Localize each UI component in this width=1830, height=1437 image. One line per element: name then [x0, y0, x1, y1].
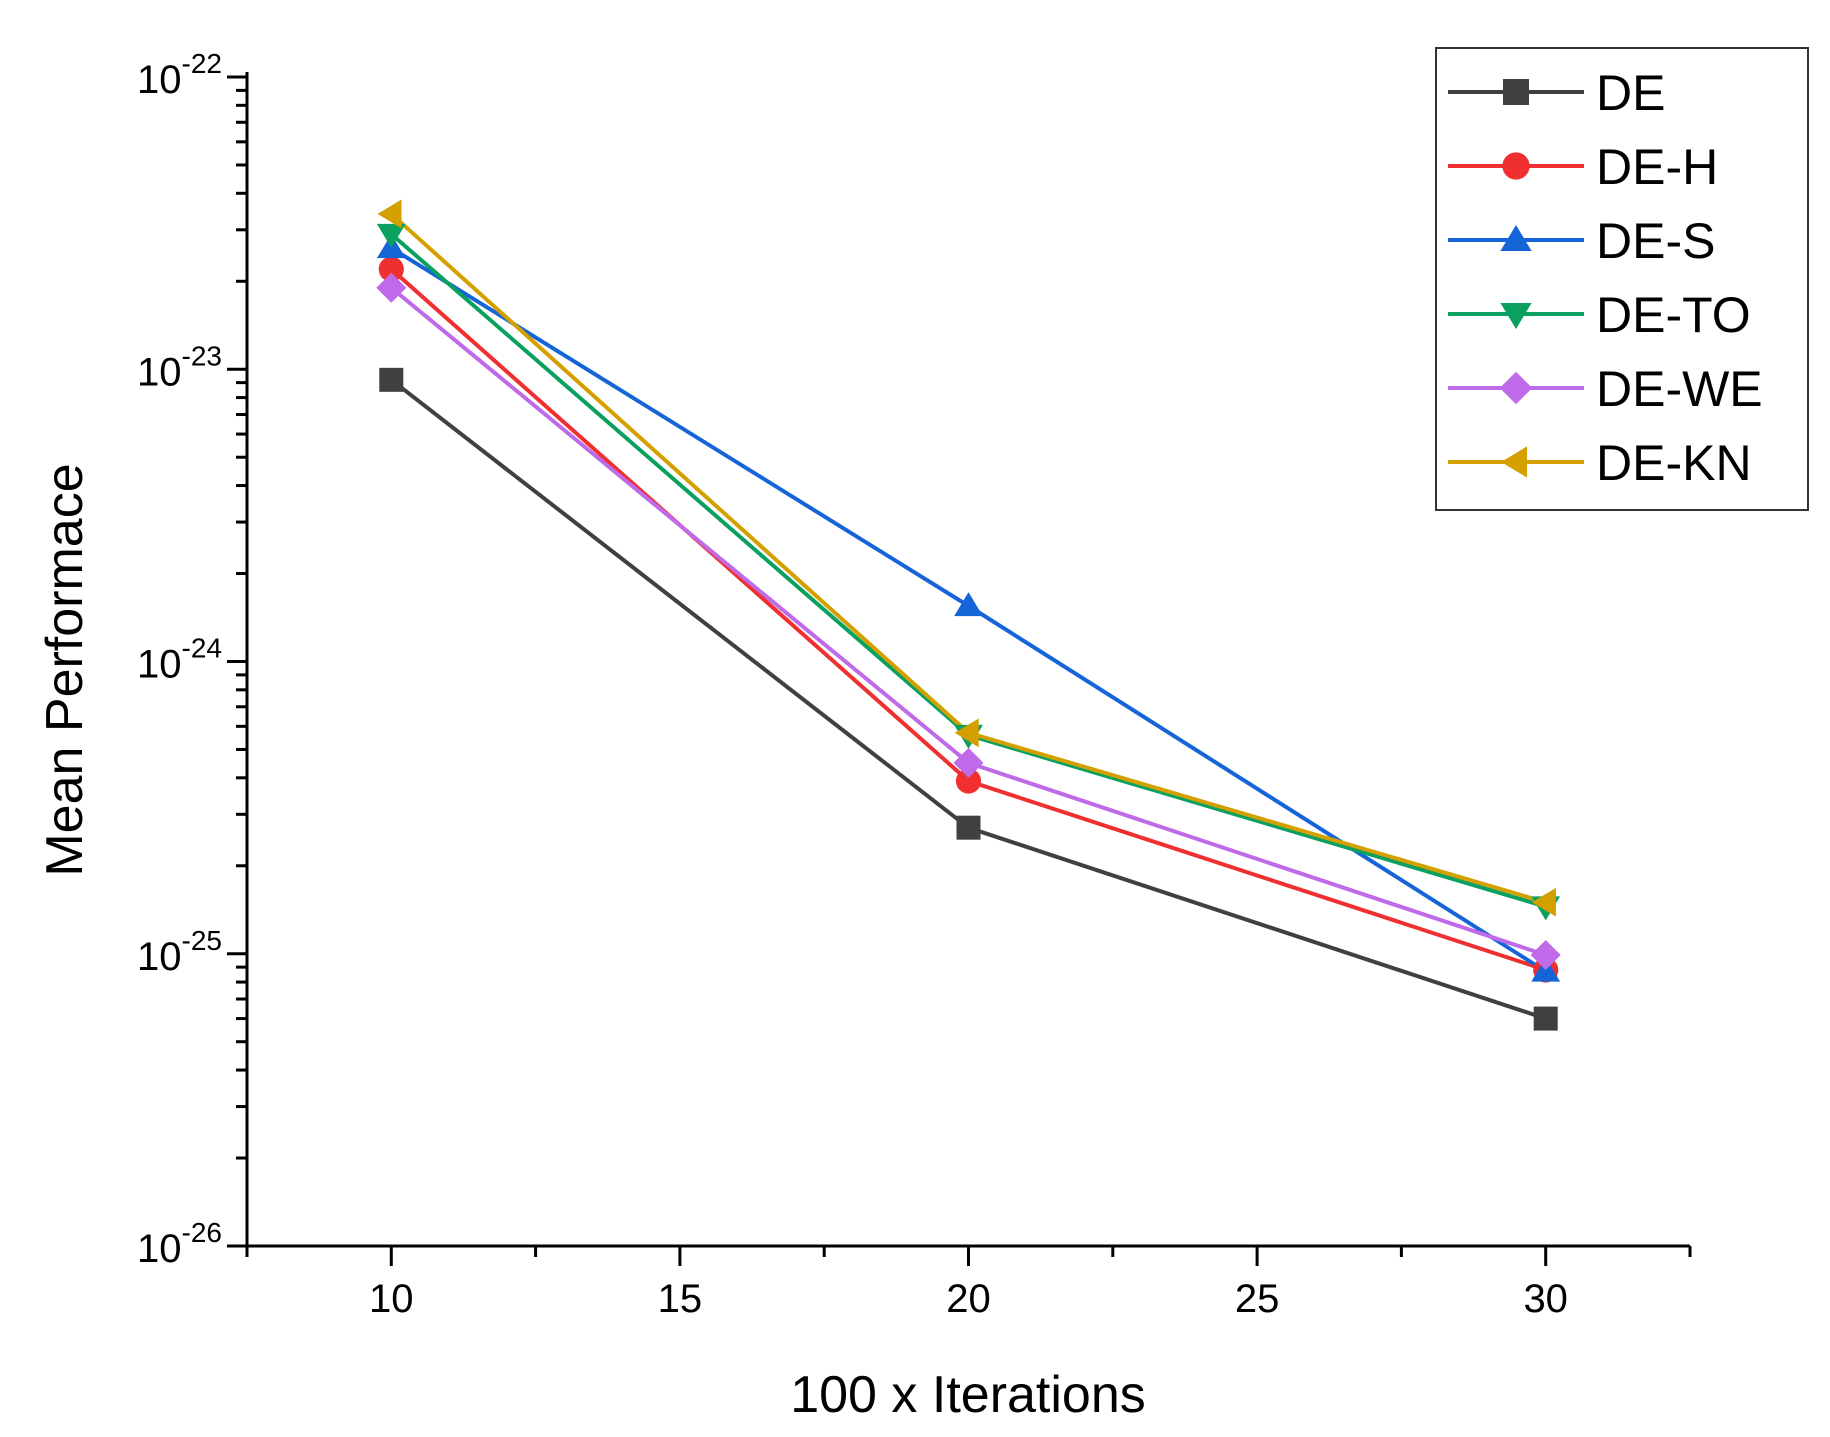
y-tick-label: 10-23: [137, 340, 222, 394]
data-point-de: [379, 367, 404, 392]
legend-label: DE-WE: [1596, 361, 1763, 417]
data-point-de-we: [953, 747, 984, 778]
x-tick-label: 20: [946, 1277, 991, 1321]
data-point-de-kn: [1531, 887, 1556, 917]
x-tick-label: 10: [369, 1277, 414, 1321]
ticks: 10 15 20 25 30 10-22 10-23 10-24 10-25 10-26: [137, 48, 1692, 1321]
legend-label: DE-TO: [1596, 287, 1751, 343]
legend-label: DE-S: [1596, 213, 1715, 269]
legend-marker: [1500, 225, 1532, 252]
legend-label: DE-H: [1596, 139, 1718, 195]
y-tick-label: 10-25: [137, 925, 222, 979]
data-point-de-kn: [377, 199, 402, 229]
legend-marker: [1500, 302, 1532, 329]
y-tick-label: 10-22: [137, 48, 222, 102]
data-point-de-h: [955, 768, 982, 794]
series-line-de-to: [389, 232, 1547, 909]
data-point-de: [956, 815, 981, 840]
legend-label: DE-KN: [1596, 435, 1752, 491]
x-tick-label: 30: [1523, 1277, 1568, 1321]
legend-marker: [1499, 371, 1533, 405]
data-point-de-to: [376, 223, 406, 248]
series-line-de-kn: [389, 212, 1547, 905]
data-point-de: [1533, 1006, 1558, 1031]
legend-marker: [1503, 79, 1529, 105]
legend-marker: [1502, 152, 1530, 180]
y-tick-label: 10-26: [137, 1217, 222, 1271]
y-axis-title: Mean Performace: [36, 463, 94, 876]
data-point-de-s: [954, 592, 983, 617]
series-layer: [376, 199, 1561, 1031]
legend-marker: [1501, 446, 1528, 478]
data-point-de-kn: [954, 718, 979, 748]
series-line-de-h: [389, 267, 1547, 972]
x-axis-title: 100 x Iterations: [790, 1366, 1146, 1424]
x-tick-label: 15: [658, 1277, 703, 1321]
x-tick-label: 25: [1235, 1277, 1280, 1321]
data-point-de-we: [376, 272, 407, 303]
series-line-de: [390, 378, 1547, 1021]
y-tick-label: 10-24: [137, 633, 222, 687]
legend-box: [1435, 47, 1809, 511]
data-point-de-h: [378, 256, 404, 282]
data-point-de-we: [1530, 940, 1561, 971]
legend: DE DE-H DE-S DE-TO DE-WE DE-KN: [1435, 47, 1809, 511]
legend-label: DE: [1596, 65, 1665, 121]
